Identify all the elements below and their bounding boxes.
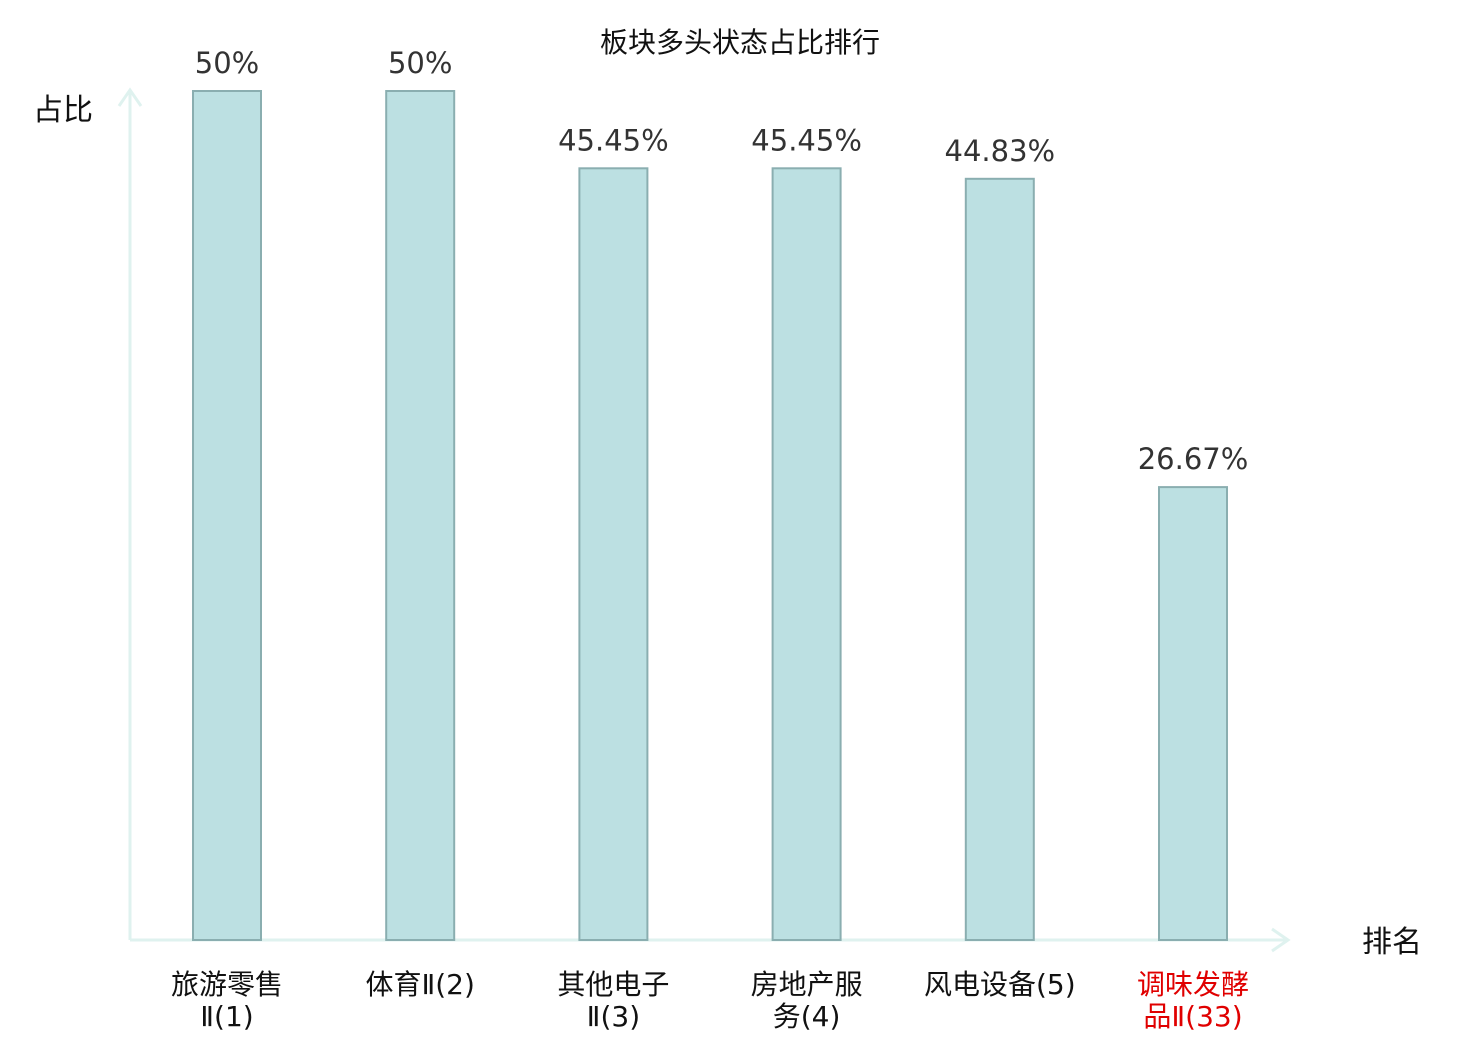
value-label-6: 26.67% [1138, 442, 1249, 476]
category-label-6: 调味发酵品Ⅱ(33) [1137, 968, 1249, 1033]
bars-group [192, 90, 1228, 942]
x-axis-label: 排名 [1362, 925, 1422, 960]
category-label-5: 风电设备(5) [924, 968, 1076, 1001]
value-labels-group: 50% 50% 45.45% 45.45% 44.83% 26.67% [195, 46, 1249, 476]
value-label-2: 50% [388, 46, 452, 80]
value-label-5: 44.83% [945, 134, 1056, 168]
bar-6 [1158, 486, 1228, 941]
category-label-1: 旅游零售 Ⅱ(1) [171, 968, 283, 1033]
bar-1 [192, 90, 262, 941]
category-label-3: 其他电子 Ⅱ(3) [557, 968, 669, 1033]
bar-3 [578, 167, 649, 942]
category-labels-group: 旅游零售 Ⅱ(1) 体育Ⅱ(2) 其他电子 Ⅱ(3) 房地产服务(4) 风电设备(5) 调味发… [171, 968, 1249, 1033]
y-axis-label: 占比 [33, 93, 93, 128]
chart-title: 板块多头状态占比排行 [600, 26, 880, 59]
value-label-4: 45.45% [751, 123, 862, 157]
bar-4 [771, 167, 842, 942]
value-label-3: 45.45% [558, 123, 669, 157]
category-label-2: 体育Ⅱ(2) [365, 968, 474, 1001]
x-axis [130, 927, 1291, 953]
bar-2 [385, 90, 456, 941]
category-label-4: 房地产服务(4) [751, 968, 863, 1033]
bar-5 [964, 177, 1035, 942]
y-axis [117, 87, 143, 940]
value-label-1: 50% [195, 46, 259, 80]
